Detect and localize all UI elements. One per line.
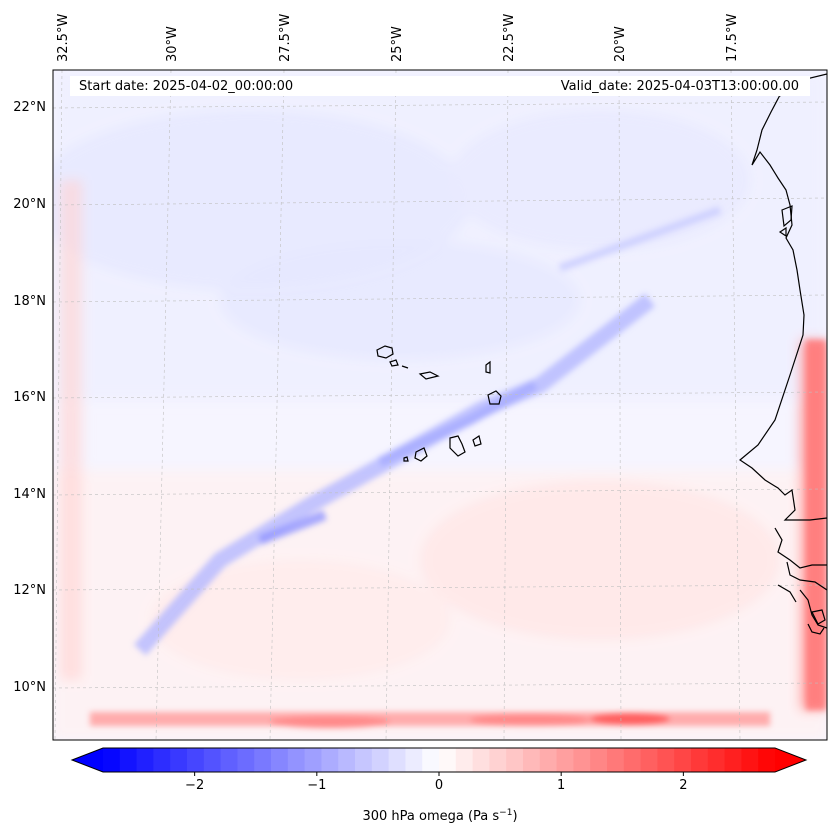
lat-label: 20°N — [13, 197, 46, 212]
lat-label: 14°N — [13, 487, 46, 502]
colorbar-cells — [103, 748, 776, 772]
colorbar-cell — [321, 748, 339, 772]
cape-verde-islands — [376, 345, 502, 462]
colorbar-cell — [439, 748, 457, 772]
colorbar-cell — [758, 748, 776, 772]
lat-label: 10°N — [13, 680, 46, 695]
colorbar-cell — [623, 748, 642, 772]
colorbar-cell — [523, 748, 541, 772]
lat-label: 12°N — [13, 583, 46, 598]
colorbar-cell — [254, 748, 272, 772]
colorbar-tick-label: −2 — [185, 778, 204, 793]
map-panel: Start date: 2025-04-02_00:00:00 Valid_da… — [53, 70, 827, 740]
gridlines — [53, 70, 827, 740]
colorbar-cell — [153, 748, 171, 772]
colorbar-cell — [607, 748, 625, 772]
colorbar-tick-label: −1 — [307, 778, 326, 793]
lon-label: 20°W — [613, 26, 628, 62]
lat-label: 16°N — [13, 390, 46, 405]
colorbar-cell — [506, 748, 524, 772]
colorbar-outline — [70, 747, 808, 773]
colorbar-cell — [388, 748, 406, 772]
colorbar-cell — [237, 748, 255, 772]
colorbar-cell — [119, 748, 138, 772]
colorbar-tick-label: 0 — [435, 778, 443, 793]
colorbar-cell — [707, 748, 726, 772]
lat-label: 18°N — [13, 294, 46, 309]
colorbar-cell — [371, 748, 390, 772]
colorbar-tick-label: 2 — [679, 778, 687, 793]
colorbar-cell — [539, 748, 558, 772]
colorbar-cell — [556, 748, 574, 772]
colorbar-cell — [203, 748, 222, 772]
omega-field — [53, 70, 827, 740]
colorbar-label: 300 hPa omega (Pa s−1) — [362, 808, 517, 824]
colorbar-cell — [724, 748, 742, 772]
colorbar-extend-left — [72, 748, 103, 772]
colorbar-cell — [136, 748, 154, 772]
colorbar-cell — [271, 748, 289, 772]
colorbar-cell — [304, 748, 322, 772]
lon-label: 32.5°W — [56, 14, 71, 62]
lat-label: 22°N — [13, 100, 46, 115]
colorbar-ticks: −2 −1 0 1 2 — [185, 772, 688, 793]
lon-label: 30°W — [165, 26, 180, 62]
colorbar-cell — [103, 748, 121, 772]
header-box — [70, 76, 810, 96]
colorbar-cell — [691, 748, 709, 772]
colorbar-cell — [590, 748, 608, 772]
start-date-label: Start date: 2025-04-02_00:00:00 — [79, 79, 293, 94]
latitude-labels: 22°N 20°N 18°N 16°N 14°N 12°N 10°N — [13, 100, 46, 695]
colorbar-cell — [355, 748, 373, 772]
colorbar-cell — [489, 748, 507, 772]
africa-coastline — [738, 94, 827, 521]
lon-label: 17.5°W — [725, 14, 740, 62]
colorbar-cell — [674, 748, 692, 772]
colorbar-cell — [405, 748, 423, 772]
colorbar-cell — [640, 748, 658, 772]
colorbar-cell — [741, 748, 759, 772]
lon-label: 25°W — [390, 26, 405, 62]
map-frame — [52, 69, 828, 741]
omega-bands — [90, 206, 826, 728]
colorbar-cell — [170, 748, 188, 772]
colorbar-cell — [220, 748, 238, 772]
colorbar: −2 −1 0 1 2 300 hPa omega (Pa s−1) — [70, 747, 808, 824]
colorbar-extend-right — [775, 748, 806, 772]
colorbar-cell — [187, 748, 205, 772]
longitude-labels: 32.5°W 30°W 27.5°W 25°W 22.5°W 20°W 17.5… — [56, 14, 740, 62]
valid-date-label: Valid_date: 2025-04-03T13:00:00.00 — [561, 79, 799, 94]
colorbar-cell — [472, 748, 490, 772]
colorbar-cell — [573, 748, 591, 772]
colorbar-cell — [455, 748, 474, 772]
lon-label: 27.5°W — [278, 14, 293, 62]
lon-label: 22.5°W — [502, 14, 517, 62]
colorbar-cell — [422, 748, 440, 772]
colorbar-cell — [338, 748, 356, 772]
colorbar-cell — [287, 748, 306, 772]
colorbar-tick-label: 1 — [557, 778, 565, 793]
colorbar-cell — [657, 748, 675, 772]
